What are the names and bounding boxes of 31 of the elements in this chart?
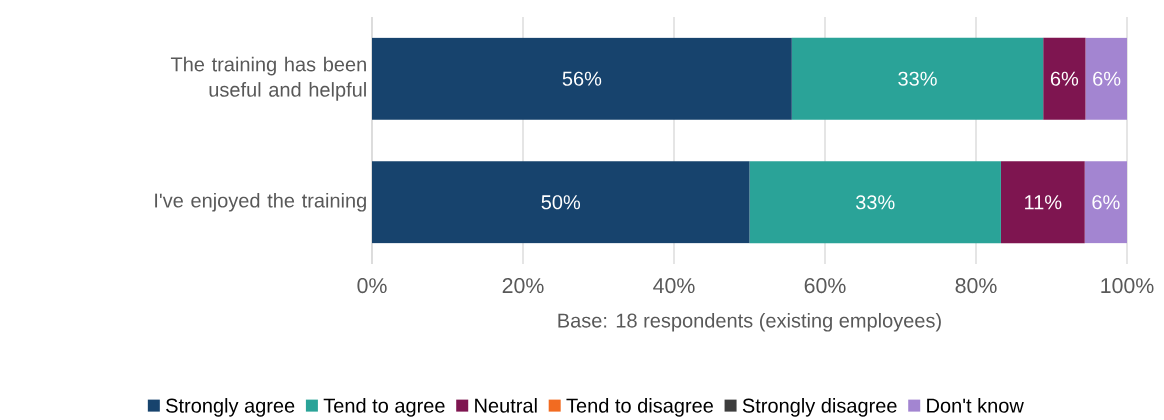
data-label: 11% xyxy=(1025,195,1062,210)
x-tick-label: 100% xyxy=(1101,278,1154,294)
legend-label: Don't know xyxy=(927,398,1024,413)
bar xyxy=(1043,37,1086,120)
data-label: 56% xyxy=(562,71,602,86)
data-label: 50% xyxy=(541,195,581,210)
bar xyxy=(372,161,750,244)
x-tick-label: 20% xyxy=(502,278,544,294)
data-label: 6% xyxy=(1092,195,1120,210)
x-tick-label: 0% xyxy=(357,278,387,294)
data-label: 33% xyxy=(898,71,937,86)
bar xyxy=(1000,161,1085,244)
bar xyxy=(372,37,792,120)
y-tick-label: The training has been useful and helpful xyxy=(170,56,366,101)
data-label: 6% xyxy=(1050,71,1079,86)
data-label: 6% xyxy=(1093,71,1121,86)
legend-label: Strongly agree xyxy=(166,398,295,417)
bar xyxy=(1084,161,1127,244)
bar xyxy=(749,161,1001,244)
x-tick-label: 40% xyxy=(653,278,695,294)
legend-label: Strongly disagree xyxy=(742,398,897,417)
legend-label: Tend to disagree xyxy=(566,398,713,417)
data-label: 33% xyxy=(855,195,895,210)
x-tick-label: 60% xyxy=(804,278,846,294)
y-tick-label: I've enjoyed the training xyxy=(155,192,366,212)
x-axis-title: Base: 18 respondents (existing employees) xyxy=(558,313,941,332)
bar xyxy=(791,37,1044,120)
bar xyxy=(1085,37,1127,120)
legend-label: Neutral xyxy=(475,398,537,413)
x-tick-label: 80% xyxy=(955,278,997,294)
legend-label: Tend to agree xyxy=(323,398,445,417)
